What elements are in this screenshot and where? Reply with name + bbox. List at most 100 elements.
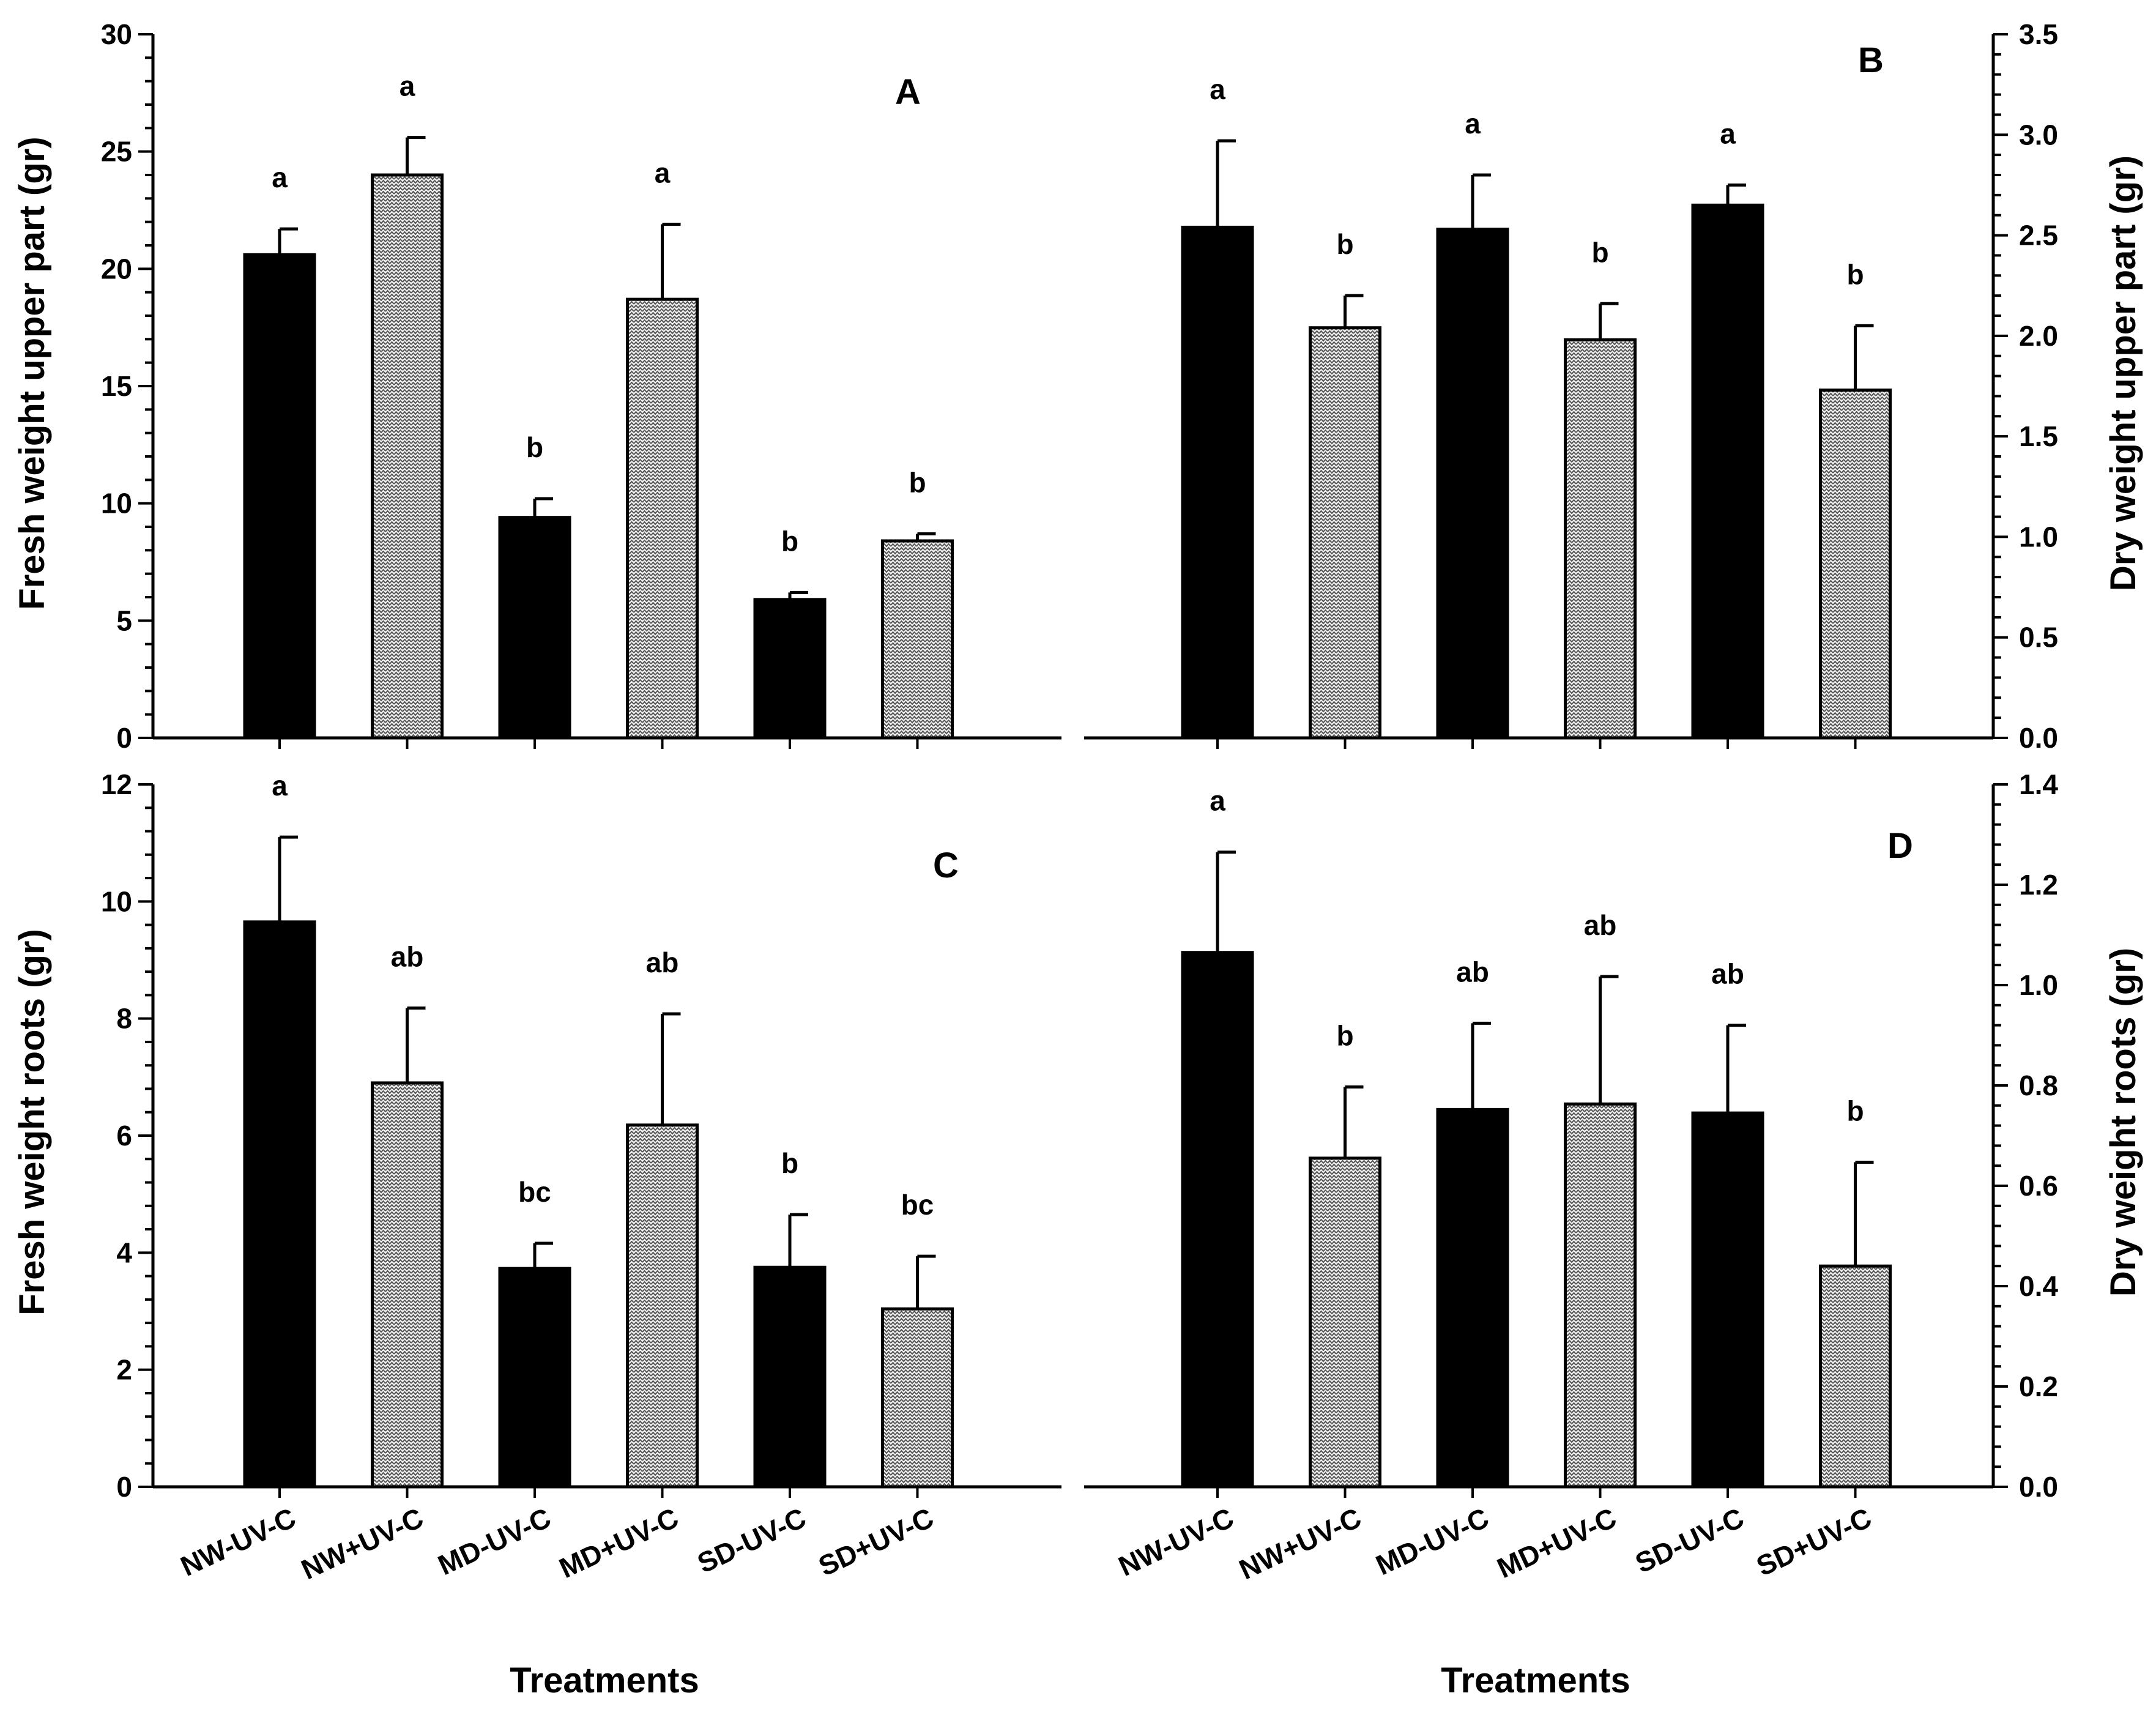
panel-d-category-label: SD-UV-C: [1630, 1502, 1749, 1579]
panel-c-xlabel: Treatments: [510, 1661, 699, 1700]
panel-d-bar-nw-plus-uv-c: [1309, 1156, 1381, 1489]
panel-c-category-label: NW+UV-C: [296, 1502, 428, 1585]
panel-a-y-tick-label: 20: [101, 253, 132, 285]
panel-a-letter: A: [895, 72, 921, 112]
panel-c-bar-nw-uv-c: [243, 920, 316, 1489]
panel-a-bar-sd-uv-c: [753, 598, 827, 740]
panel-a-significance-label: b: [781, 525, 798, 557]
panel-b-bar-md-uv-c: [1436, 228, 1509, 740]
panel-c-category-label: SD+UV-C: [814, 1502, 939, 1582]
panel-c-significance-label: a: [272, 770, 288, 802]
panel-c-bar-md-uv-c: [498, 1267, 571, 1489]
panel-d-significance-label: ab: [1456, 956, 1489, 988]
panel-b-significance-label: a: [1720, 117, 1736, 149]
panel-c-significance-label: ab: [646, 947, 679, 978]
panel-b-bar-nw-plus-uv-c: [1309, 326, 1381, 740]
panel-c-y-tick-label: 10: [101, 885, 132, 917]
panel-d-y-tick-label: 1.4: [2019, 768, 2058, 800]
panel-d-y-tick-label: 0.6: [2019, 1170, 2058, 1202]
panel-a-bar-md-uv-c: [498, 516, 571, 740]
panel-d-bar-md-plus-uv-c: [1564, 1102, 1637, 1489]
panel-a-significance-label: b: [909, 467, 926, 499]
panel-d-y-tick-label: 1.2: [2019, 869, 2058, 901]
panel-d-category-label: NW+UV-C: [1234, 1502, 1366, 1585]
panel-d-category-label: MD+UV-C: [1492, 1502, 1621, 1584]
panel-a-bar-nw-uv-c: [243, 253, 316, 740]
panel-b-significance-label: a: [1465, 108, 1481, 140]
panel-c-category-label: MD-UV-C: [433, 1502, 556, 1581]
panel-b-bar-md-plus-uv-c: [1564, 338, 1637, 740]
panel-d-category-label: MD-UV-C: [1371, 1502, 1493, 1581]
panel-c-y-tick-label: 0: [116, 1471, 132, 1503]
panel-d-y-tick-label: 0.8: [2019, 1070, 2058, 1101]
panel-a-bar-sd-plus-uv-c: [881, 539, 954, 740]
panel-a-ylabel: Fresh weight upper part (gr): [12, 136, 52, 609]
panel-b-bar-sd-uv-c: [1691, 203, 1764, 740]
panel-d-y-tick-label: 0.4: [2019, 1270, 2058, 1302]
panel-a-y-tick-label: 0: [116, 722, 132, 754]
panel-d-category-label: NW-UV-C: [1113, 1502, 1238, 1582]
panel-a-y-tick-label: 10: [101, 488, 132, 519]
panel-c-chart: 0 2 4 6 8 10 12 a NW-UV-C ab NW+UV-C bc MD-UV-C ab MD+…: [12, 768, 1061, 1700]
panel-a-significance-label: a: [272, 162, 288, 193]
panel-d-y-tick-label: 1.0: [2019, 969, 2058, 1001]
panel-a-y-tick-label: 5: [116, 605, 132, 636]
panel-a-chart: 0 5 10 15 20 25 30 a a b a b b Fresh weight upper pa…: [12, 18, 1061, 754]
panel-b-y-tick-label: 3.0: [2019, 119, 2058, 151]
panel-c-significance-label: ab: [391, 940, 424, 972]
panel-a-significance-label: a: [655, 157, 671, 189]
panel-b-chart: 0.0 0.5 1.0 1.5 2.0 2.5 3.0 3.5 a b a b a b Dry weigh…: [1084, 18, 2143, 754]
panel-d-y-tick-label: 0.2: [2019, 1371, 2058, 1402]
panel-a-y-tick-label: 15: [101, 370, 132, 402]
panel-c-bar-sd-uv-c: [753, 1265, 827, 1489]
panel-c-y-tick-label: 6: [116, 1120, 132, 1152]
panel-c-significance-label: b: [781, 1147, 798, 1179]
panel-d-significance-label: a: [1210, 785, 1225, 817]
panel-d-xlabel: Treatments: [1441, 1661, 1630, 1700]
panel-d-significance-label: ab: [1711, 958, 1744, 990]
panel-b-y-tick-label: 0.0: [2019, 722, 2058, 754]
panel-c-category-label: NW-UV-C: [176, 1502, 300, 1582]
panel-d-significance-label: b: [1336, 1019, 1353, 1051]
panel-c-y-tick-label: 12: [101, 768, 132, 800]
panel-a-significance-label: a: [400, 70, 415, 102]
panel-c-category-label: SD-UV-C: [693, 1502, 811, 1579]
panel-b-significance-label: a: [1210, 73, 1225, 105]
panel-d-category-label: SD+UV-C: [1752, 1502, 1876, 1582]
panel-b-significance-label: b: [1846, 258, 1864, 290]
panel-d-bar-sd-uv-c: [1691, 1111, 1764, 1489]
panel-b-letter: B: [1858, 40, 1884, 80]
panel-b-significance-label: b: [1336, 228, 1353, 260]
panel-b-bar-sd-plus-uv-c: [1819, 389, 1892, 740]
panel-b-y-tick-label: 3.5: [2019, 18, 2058, 50]
panel-b-y-tick-label: 2.5: [2019, 220, 2058, 251]
panel-d-significance-label: b: [1846, 1095, 1864, 1126]
panel-c-significance-label: bc: [518, 1176, 551, 1208]
panel-d-chart: 0.0 0.2 0.4 0.6 0.8 1.0 1.2 1.4 a NW-UV-C b NW+UV-C…: [1084, 768, 2143, 1700]
panel-c-letter: C: [933, 846, 959, 885]
panel-d-ylabel: Dry weight roots (gr): [2103, 948, 2143, 1297]
panel-d-letter: D: [1887, 826, 1913, 866]
panel-d-y-tick-label: 0.0: [2019, 1471, 2058, 1503]
panel-d-bar-nw-uv-c: [1181, 951, 1254, 1489]
panel-c-significance-label: bc: [901, 1189, 934, 1221]
panel-c-bar-md-plus-uv-c: [626, 1123, 699, 1489]
panel-c-y-tick-label: 2: [116, 1354, 132, 1386]
panel-d-bar-md-uv-c: [1436, 1107, 1509, 1489]
panel-d-significance-label: ab: [1584, 909, 1617, 941]
panel-b-significance-label: b: [1591, 236, 1608, 268]
panel-c-ylabel: Fresh weight roots (gr): [12, 929, 52, 1316]
panel-d-bar-sd-plus-uv-c: [1819, 1264, 1892, 1489]
panel-a-y-tick-label: 30: [101, 18, 132, 50]
panel-c-y-tick-label: 8: [116, 1003, 132, 1035]
panel-c-bar-sd-plus-uv-c: [881, 1307, 954, 1489]
panel-b-y-tick-label: 2.0: [2019, 320, 2058, 352]
panel-b-y-tick-label: 1.5: [2019, 420, 2058, 452]
panel-b-ylabel: Dry weight upper part (gr): [2103, 155, 2143, 591]
panel-a-significance-label: b: [526, 431, 543, 463]
panel-b-bar-nw-uv-c: [1181, 225, 1254, 740]
panel-a-y-tick-label: 25: [101, 136, 132, 168]
panel-a-bar-nw-plus-uv-c: [371, 173, 444, 740]
panel-c-category-label: MD+UV-C: [554, 1502, 683, 1584]
